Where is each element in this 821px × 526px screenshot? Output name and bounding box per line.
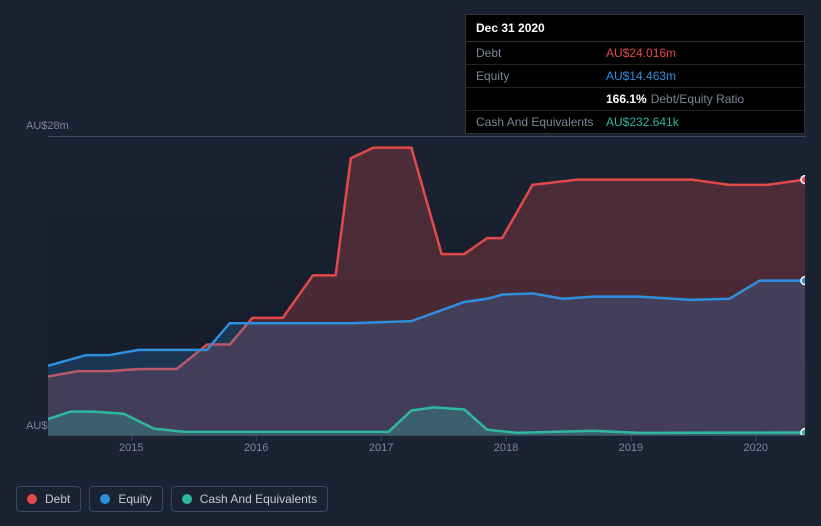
legend-label: Cash And Equivalents <box>200 492 317 506</box>
plot-area <box>48 136 805 436</box>
legend-item-cash-and-equivalents[interactable]: Cash And Equivalents <box>171 486 328 512</box>
legend-label: Equity <box>118 492 151 506</box>
tooltip-row: Cash And EquivalentsAU$232.641k <box>466 111 804 133</box>
tooltip-row-value: AU$14.463m <box>606 69 794 83</box>
legend-dot-icon <box>100 494 110 504</box>
tooltip-row: 166.1%Debt/Equity Ratio <box>466 88 804 111</box>
x-tick: 2019 <box>619 442 643 454</box>
legend-dot-icon <box>27 494 37 504</box>
tooltip-row-label: Debt <box>476 46 606 60</box>
tooltip-row-value: 166.1%Debt/Equity Ratio <box>606 92 794 106</box>
x-tick: 2017 <box>369 442 393 454</box>
legend-label: Debt <box>45 492 70 506</box>
tooltip-row-value: AU$24.016m <box>606 46 794 60</box>
y-axis-max-label: AU$28m <box>26 120 69 132</box>
chart-legend: Debt Equity Cash And Equivalents <box>16 486 328 512</box>
chart-tooltip: Dec 31 2020 DebtAU$24.016mEquityAU$14.46… <box>465 14 805 134</box>
x-tick: 2015 <box>119 442 143 454</box>
tooltip-row-label: Equity <box>476 69 606 83</box>
x-tick: 2016 <box>244 442 268 454</box>
debt-equity-chart: AU$28m AU$0 201520162017201820192020 <box>16 120 805 465</box>
legend-item-debt[interactable]: Debt <box>16 486 81 512</box>
tooltip-row-label <box>476 92 606 106</box>
x-tick: 2018 <box>494 442 518 454</box>
series-end-marker <box>801 429 805 435</box>
legend-item-equity[interactable]: Equity <box>89 486 162 512</box>
tooltip-row: EquityAU$14.463m <box>466 65 804 88</box>
series-end-marker <box>801 176 805 184</box>
x-tick: 2020 <box>744 442 768 454</box>
x-axis: 2015 2016 2017 2018 2019 2020 <box>48 442 805 462</box>
tooltip-date: Dec 31 2020 <box>466 15 804 42</box>
tooltip-row-label: Cash And Equivalents <box>476 115 606 129</box>
series-end-marker <box>801 277 805 285</box>
tooltip-row-value: AU$232.641k <box>606 115 794 129</box>
tooltip-row: DebtAU$24.016m <box>466 42 804 65</box>
legend-dot-icon <box>182 494 192 504</box>
